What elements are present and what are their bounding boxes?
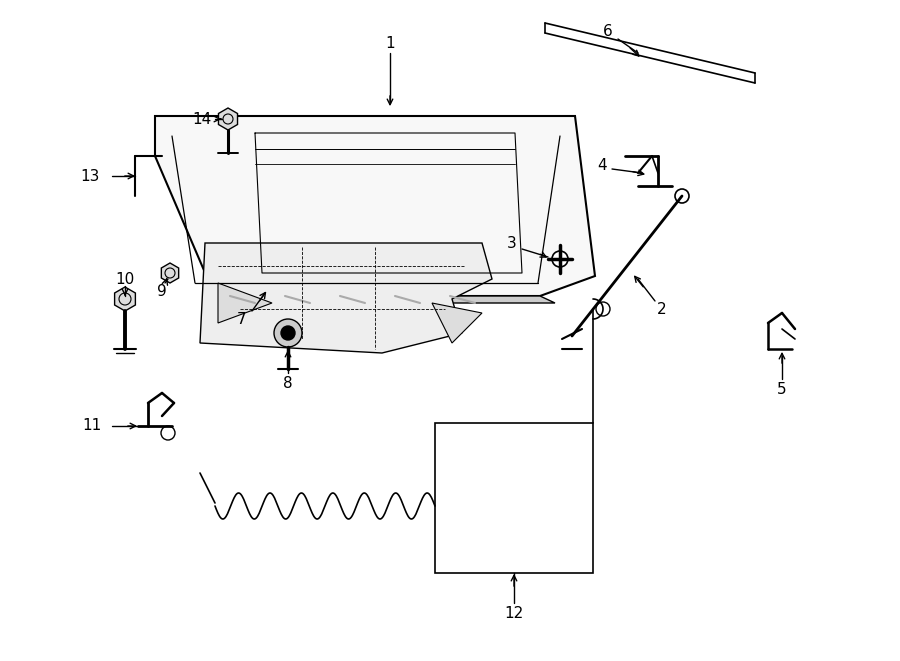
Text: 6: 6 xyxy=(603,24,613,38)
Polygon shape xyxy=(155,116,595,296)
Polygon shape xyxy=(200,243,492,353)
Text: 8: 8 xyxy=(284,375,292,391)
Text: 2: 2 xyxy=(657,301,667,317)
Text: 3: 3 xyxy=(507,235,517,251)
Polygon shape xyxy=(218,283,272,323)
Text: 1: 1 xyxy=(385,36,395,50)
Text: 10: 10 xyxy=(115,272,135,286)
Circle shape xyxy=(274,319,302,347)
Text: 13: 13 xyxy=(80,169,100,184)
Text: 11: 11 xyxy=(83,418,102,434)
Polygon shape xyxy=(432,303,482,343)
Text: 12: 12 xyxy=(504,605,524,621)
Circle shape xyxy=(552,251,568,267)
Polygon shape xyxy=(219,108,238,130)
Text: 4: 4 xyxy=(598,157,607,173)
Polygon shape xyxy=(205,296,555,303)
Text: 5: 5 xyxy=(778,381,787,397)
Bar xyxy=(435,423,593,573)
Text: 9: 9 xyxy=(158,284,166,299)
Circle shape xyxy=(596,302,610,316)
Text: 7: 7 xyxy=(238,311,247,327)
Polygon shape xyxy=(114,287,135,311)
Circle shape xyxy=(281,326,295,340)
Polygon shape xyxy=(161,263,179,283)
Text: 14: 14 xyxy=(193,112,212,126)
